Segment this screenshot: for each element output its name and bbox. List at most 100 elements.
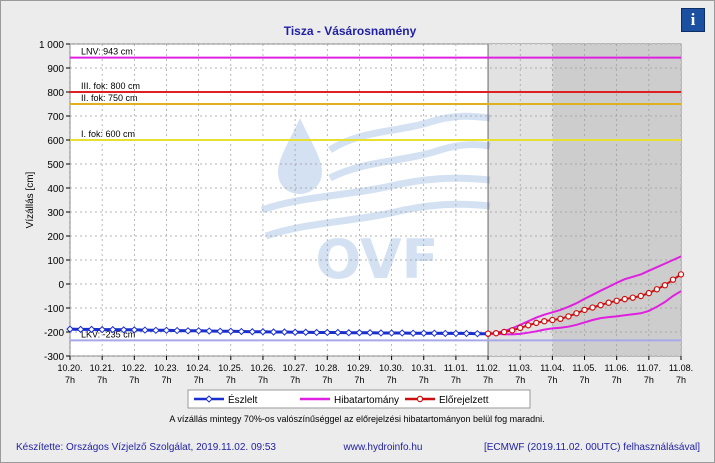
observed-point	[452, 329, 460, 338]
legend: Észlelt Hibatartomány Előrejelzett	[187, 389, 531, 409]
footer-model: [ECMWF (2019.11.02. 00UTC) felhasználásá…	[484, 442, 700, 453]
x-tick-date: 11.07.	[637, 363, 661, 373]
observed-point	[377, 329, 385, 337]
forecast-point	[573, 310, 580, 317]
forecast-point	[613, 297, 620, 304]
x-tick-hour: 7h	[644, 375, 654, 385]
observed-point	[280, 328, 289, 336]
forecast-point	[637, 292, 645, 300]
x-tick-hour: 7h	[676, 375, 686, 385]
x-tick-date: 10.20.	[57, 363, 82, 373]
forecast-point	[517, 324, 524, 332]
forecast-point	[629, 294, 636, 301]
x-tick-date: 11.04.	[540, 363, 564, 373]
forecast-point	[581, 306, 588, 314]
observed-point	[227, 327, 235, 335]
forecast-point	[492, 330, 500, 337]
x-tick-date: 11.01.	[444, 363, 468, 373]
forecast-point	[589, 304, 596, 311]
y-tick-label: 300	[47, 208, 64, 219]
observed-point	[334, 328, 342, 337]
observed-point	[345, 329, 353, 337]
x-tick-date: 10.21.	[90, 363, 115, 373]
x-tick-date: 10.27.	[283, 363, 308, 373]
y-tick-label: 100	[47, 256, 64, 267]
observed-point	[430, 329, 439, 337]
forecast-point	[533, 319, 540, 327]
y-tick-label: 0	[58, 280, 64, 291]
series-layer	[66, 255, 685, 338]
x-tick-date: 11.06.	[605, 363, 629, 373]
observed-point	[302, 328, 310, 336]
observed-point	[237, 327, 246, 336]
watermark-text: OVF	[315, 228, 438, 291]
observed-point	[173, 326, 181, 335]
legend-box	[187, 389, 531, 409]
reference-line-label: III. fok: 800 cm	[81, 81, 140, 91]
forecast-point	[549, 316, 556, 324]
x-tick-date: 10.23.	[154, 363, 179, 373]
observed-point	[441, 329, 449, 338]
x-tick-hour: 7h	[129, 375, 139, 385]
observed-point	[420, 329, 428, 337]
x-tick-date: 10.29.	[347, 363, 372, 373]
observed-point	[387, 329, 396, 337]
uncertainty-note: A vízállás mintegy 70%-os valószínűségge…	[169, 414, 544, 424]
info-icon[interactable]: i	[681, 8, 705, 32]
y-tick-label: 900	[47, 64, 64, 75]
x-tick-date: 10.26.	[250, 363, 275, 373]
forecast-point	[621, 295, 628, 303]
x-tick-hour: 7h	[451, 375, 461, 385]
observed-point	[269, 328, 278, 336]
forecast-point	[605, 299, 612, 306]
x-tick-date: 11.08.	[669, 363, 693, 373]
x-tick-hour: 7h	[483, 375, 493, 385]
forecast-point	[565, 313, 572, 320]
observed-point	[312, 328, 321, 337]
water-drop-icon	[278, 118, 322, 194]
observed-point	[409, 329, 417, 337]
x-tick-hour: 7h	[65, 375, 75, 385]
x-tick-date: 10.25.	[218, 363, 243, 373]
observed-point	[462, 329, 471, 338]
x-tick-hour: 7h	[354, 375, 364, 385]
observed-point	[162, 326, 171, 335]
y-axis-label: Vízállás [cm]	[25, 171, 36, 228]
forecast-point	[597, 301, 604, 309]
reference-line-label: II. fok: 750 cm	[81, 93, 138, 103]
x-tick-hour: 7h	[547, 375, 557, 385]
observed-point	[366, 329, 374, 337]
x-tick-hour: 7h	[515, 375, 525, 385]
reference-lines: LNV: 943 cm III. fok: 800 cm II. fok: 750 …	[70, 47, 681, 342]
observed-point	[259, 328, 267, 336]
footer-author: Készítette: Országos Vízjelző Szolgálat,…	[16, 442, 276, 453]
y-tick-label: 800	[47, 88, 64, 99]
observed-point	[184, 327, 192, 335]
observed-point	[119, 326, 128, 334]
chart-title: Tisza - Vásárosnamény	[284, 24, 417, 38]
footer-website[interactable]: www.hydroinfo.hu	[343, 442, 423, 453]
x-tick-hour: 7h	[290, 375, 300, 385]
wave-icon	[328, 112, 491, 153]
observed-point	[194, 327, 203, 335]
x-tick-hour: 7h	[258, 375, 268, 385]
y-tick-label: 600	[47, 136, 64, 147]
observed-point	[473, 329, 482, 338]
x-tick-hour: 7h	[612, 375, 622, 385]
legend-label: Észlelt	[228, 393, 258, 406]
observed-point	[355, 329, 364, 337]
y-tick-label: 200	[47, 232, 64, 243]
observed-point	[98, 325, 106, 334]
observed-point	[76, 325, 85, 334]
forecast-point	[669, 276, 677, 283]
wave-icon	[264, 200, 491, 240]
observed-point	[87, 325, 96, 334]
x-tick-date: 11.02.	[476, 363, 500, 373]
forecast-point	[653, 286, 661, 293]
forecast-point	[677, 271, 685, 278]
x-tick-date: 10.28.	[315, 363, 340, 373]
wave-icon	[260, 174, 491, 214]
forecast-point	[661, 282, 669, 289]
y-tick-label: 500	[47, 160, 64, 171]
